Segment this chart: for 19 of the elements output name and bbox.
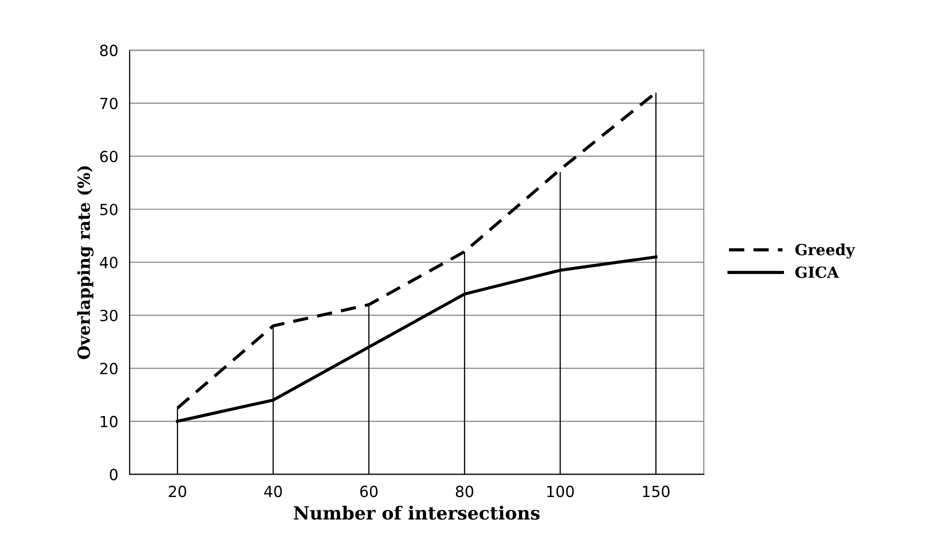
- x-tick-label: 40: [264, 486, 282, 498]
- y-tick-label: 60: [100, 150, 118, 162]
- y-tick-label: 30: [100, 310, 118, 322]
- x-tick-label: 60: [360, 486, 378, 498]
- x-tick-label: 100: [547, 486, 574, 498]
- y-tick-label: 10: [100, 416, 118, 428]
- x-tick-label: 20: [168, 486, 186, 498]
- y-axis-title: Overlapping rate (%): [77, 166, 94, 360]
- legend-label: Greedy: [795, 244, 856, 259]
- x-tick-label: 80: [456, 486, 474, 498]
- y-tick-label: 40: [100, 256, 118, 268]
- x-axis-title: Number of intersections: [294, 506, 540, 520]
- y-tick-label: 70: [100, 98, 118, 110]
- y-tick-label: 50: [100, 204, 118, 216]
- y-tick-label: 0: [110, 468, 118, 480]
- x-tick-label: 150: [643, 486, 670, 498]
- legend-label: GICA: [795, 266, 840, 278]
- y-tick-label: 20: [100, 362, 118, 374]
- y-tick-label: 80: [100, 44, 118, 56]
